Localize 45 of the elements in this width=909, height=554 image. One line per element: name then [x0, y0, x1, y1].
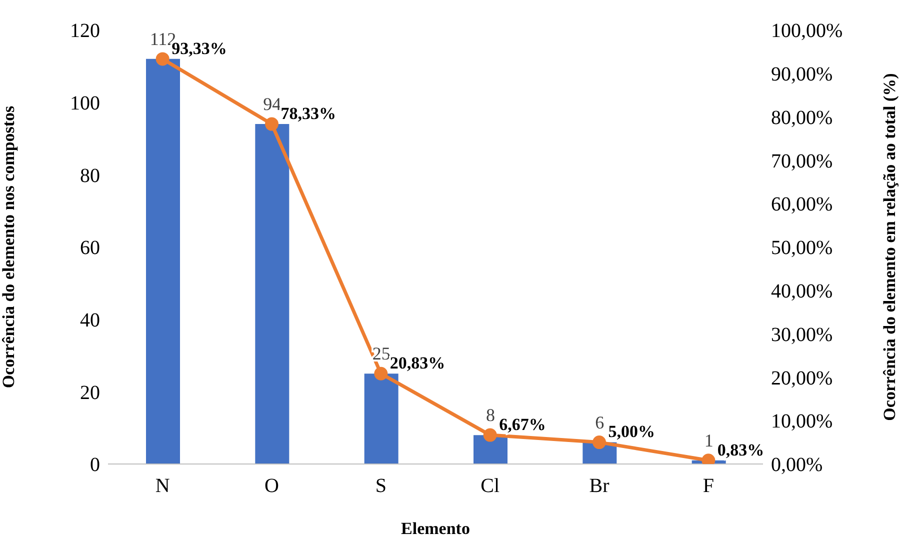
x-tick-label: F	[702, 475, 714, 498]
y-axis-title: Ocorrência do elemento nos compostos	[0, 105, 18, 388]
y2-tick-label: 100,00%	[771, 20, 843, 42]
data-label: 8	[486, 405, 495, 426]
data-label: 6	[595, 412, 604, 432]
data-label: 78,33%	[280, 104, 336, 123]
y2-tick-label: 30,00%	[771, 324, 833, 346]
data-label: 5,00%	[608, 422, 655, 442]
y2-tick-label: 50,00%	[771, 237, 833, 260]
y2-tick-label: 20,00%	[771, 367, 833, 390]
x-tick-label: O	[264, 475, 279, 498]
y2-axis-title: Ocorrência do elemento em relação ao total (%)	[880, 73, 900, 421]
y2-tick-label: 10,00%	[771, 410, 833, 433]
y2-tick-label: 80,00%	[771, 106, 833, 129]
y-tick-label: 120	[70, 20, 100, 42]
data-label: 94	[263, 94, 282, 114]
y-tick-label: 100	[70, 92, 100, 114]
bar	[364, 374, 398, 464]
y2-tick-label: 0,00%	[771, 454, 823, 476]
point	[156, 52, 170, 66]
x-tick-label: Br	[589, 475, 610, 498]
data-label: 6,67%	[499, 414, 546, 434]
point	[374, 366, 388, 380]
y-tick-label: 60	[80, 237, 100, 260]
bar	[146, 58, 180, 464]
data-label: 0,83%	[717, 440, 764, 460]
data-label: 1	[704, 430, 714, 450]
y-tick-label: 0	[90, 454, 100, 476]
point	[483, 428, 497, 442]
y2-tick-label: 90,00%	[771, 64, 833, 86]
y2-tick-label: 60,00%	[771, 194, 833, 216]
y2-tick-label: 70,00%	[771, 150, 833, 172]
x-tick-label: S	[375, 475, 386, 498]
y-tick-label: 80	[80, 164, 100, 187]
bar	[255, 124, 290, 464]
y-tick-label: 40	[80, 309, 100, 332]
point	[265, 117, 278, 131]
point	[592, 436, 606, 450]
x-tick-label: N	[155, 475, 170, 498]
data-label: 25	[372, 344, 390, 364]
data-label: 20,83%	[390, 354, 446, 373]
x-axis-title: Elemento	[401, 519, 470, 538]
y2-tick-label: 40,00%	[771, 280, 833, 302]
x-tick-label: Cl	[480, 475, 500, 498]
y-tick-label: 20	[80, 382, 100, 404]
